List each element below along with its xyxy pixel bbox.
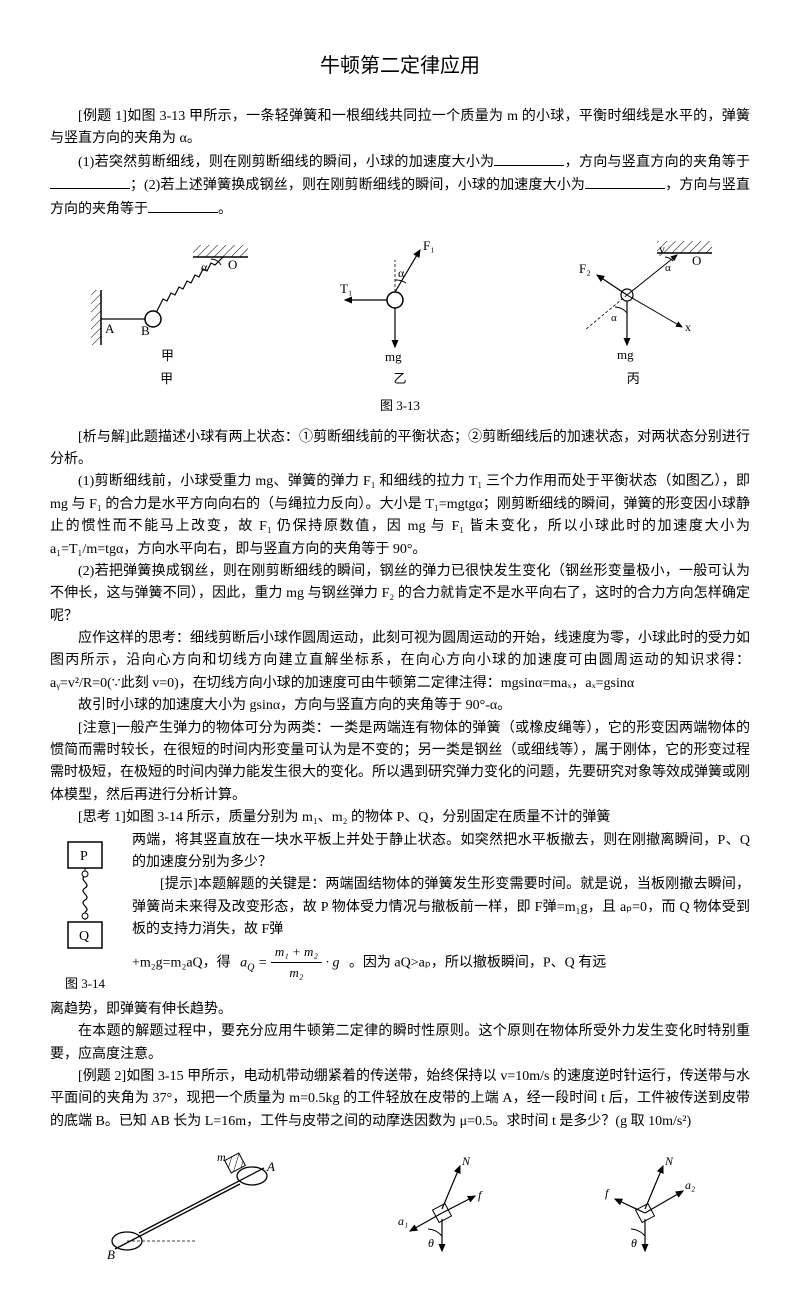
figure-3-14: P Q 图 3-14: [50, 834, 120, 995]
text-before-formula: +m₂g=m₂aQ，得: [132, 955, 231, 970]
figure-3-15-belt: m A B: [87, 1151, 307, 1261]
paragraph-analysis-intro: [析与解]此题描述小球有两上状态：①剪断细线前的平衡状态；②剪断细线后的加速状态…: [50, 427, 750, 472]
blank-3: [585, 174, 665, 189]
label-B-jia: B: [141, 323, 150, 338]
label-mg-yi: mg: [385, 349, 402, 364]
text-q1a: (1)若突然剪断细线，则在刚剪断细线的瞬间，小球的加速度大小为: [78, 155, 494, 170]
label-T1-yi: T₁: [340, 281, 352, 296]
paragraph-analysis-4: 故引时小球的加速度大小为 gsinα，方向与竖直方向的夹角等于 90°-α。: [50, 695, 750, 717]
label-A-jia: A: [105, 321, 115, 336]
text-q1c: ；(2)若上述弹簧换成钢丝，则在刚剪断细线的瞬间，小球的加速度大小为: [130, 178, 585, 193]
label-A-315: A: [266, 1159, 275, 1174]
formula-num: m₁ + m₂: [271, 942, 322, 964]
label-O-jia: O: [228, 257, 237, 272]
paragraph-example2: [例题 2]如图 3-15 甲所示，电动机带动绷紧着的传送带，始终保持以 v=1…: [50, 1066, 750, 1133]
blank-1: [494, 151, 564, 166]
paragraph-note: [注意]一般产生弹力的物体可分为两类：一类是两端连有物体的弹簧（或橡皮绳等），它…: [50, 718, 750, 808]
formula-eq: =: [254, 955, 270, 970]
formula-den: m₂: [271, 963, 322, 984]
label-theta2: θ: [631, 1236, 637, 1250]
caption-yi: 乙: [320, 369, 480, 390]
figure-3-15-fbd2: N a₂ f θ: [583, 1151, 713, 1261]
label-B-315: B: [107, 1247, 115, 1261]
label-mg-bing: mg: [617, 347, 634, 362]
paragraph-principle: 在本题的解题过程中，要充分应用牛顿第二定律的瞬时性原则。这个原则在物体所受外力发…: [50, 1021, 750, 1066]
figure-3-15-fbd1: N f a₁ θ: [380, 1151, 510, 1261]
figure-3-13-yi: F₁ T₁ mg α: [320, 235, 470, 365]
blank-4: [148, 198, 218, 213]
caption-3-13: 图 3-13: [50, 396, 750, 417]
page-title: 牛顿第二定律应用: [50, 50, 750, 82]
text-after-formula: 。因为 aQ>aₚ，所以撤板瞬间，P、Q 有远: [349, 955, 606, 970]
label-P-314: P: [80, 849, 88, 864]
paragraph-hint: [提示]本题解题的关键是：两端固结物体的弹簧发生形变需要时间。就是说，当板刚撤去…: [50, 874, 750, 941]
caption-3-14: 图 3-14: [50, 974, 120, 995]
text-q1b: ，方向与竖直方向的夹角等于: [564, 155, 750, 170]
caption-bing: 丙: [553, 369, 713, 390]
label-a1-315: a₁: [398, 1214, 408, 1228]
label-f2: f: [605, 1186, 610, 1200]
label-O-bing: O: [692, 253, 701, 268]
label-alpha-yi: α: [398, 266, 405, 280]
label-m-315: m: [217, 1151, 226, 1164]
caption-jia: 甲: [87, 369, 247, 390]
label-jia: 甲: [161, 348, 174, 363]
text-q1e: 。: [218, 202, 232, 217]
label-y-bing: y: [659, 242, 665, 256]
label-F1-yi: F₁: [423, 238, 435, 253]
label-N2: N: [664, 1154, 674, 1168]
label-x-bing: x: [685, 320, 691, 334]
label-alpha-bing1: α: [665, 262, 671, 274]
label-alpha-jia: α: [201, 260, 208, 274]
paragraph-example1-intro: [例题 1]如图 3-13 甲所示，一条轻弹簧和一根细线共同拉一个质量为 m 的…: [50, 106, 750, 151]
figure-row-3-13: O α A B 甲 F₁ T₁ mg α: [50, 235, 750, 365]
figure-row-3-15: m A B N f a₁ θ N a₂: [50, 1151, 750, 1261]
paragraph-trend: 离趋势，即弹簧有伸长趋势。: [50, 999, 750, 1021]
paragraph-analysis-3: 应作这样的思考：细线剪断后小球作圆周运动，此刻可视为圆周运动的开始，线速度为零，…: [50, 628, 750, 695]
label-a2-315: a₂: [685, 1178, 695, 1192]
formula-aQ: aQ = m₁ + m₂ m₂ · g: [240, 942, 339, 985]
label-F2-bing: F₂: [579, 261, 591, 276]
paragraph-think1-b: 两端，将其竖直放在一块水平板上并处于静止状态。如突然把水平板撤去，则在刚撤离瞬间…: [50, 830, 750, 875]
paragraph-formula-line: +m₂g=m₂aQ，得 aQ = m₁ + m₂ m₂ · g 。因为 aQ>a…: [50, 942, 750, 985]
formula-tail: · g: [325, 955, 339, 970]
figure-3-13-bing: O y F₂ x mg α α: [537, 235, 717, 365]
figure-3-13-captions: 甲 乙 丙: [50, 369, 750, 390]
figure-3-13-jia: O α A B 甲: [83, 235, 253, 365]
paragraph-blanks: (1)若突然剪断细线，则在刚剪断细线的瞬间，小球的加速度大小为 ，方向与竖直方向的…: [50, 151, 750, 221]
paragraph-analysis-2: (2)若把弹簧换成钢丝，则在刚剪断细线的瞬间，钢丝的弹力已很快发生变化（钢丝形变…: [50, 561, 750, 628]
label-alpha-bing2: α: [611, 312, 617, 324]
label-theta1: θ: [428, 1236, 434, 1250]
label-Q-314: Q: [79, 929, 89, 944]
paragraph-analysis-1: (1)剪断细线前，小球受重力 mg、弹簧的弹力 F₁ 和细线的拉力 T₁ 三个力…: [50, 471, 750, 561]
label-N1: N: [461, 1154, 471, 1168]
paragraph-think1-a: [思考 1]如图 3-14 所示，质量分别为 m₁、m₂ 的物体 P、Q，分别固…: [50, 807, 750, 829]
blank-2: [50, 174, 130, 189]
label-f1: f: [478, 1188, 483, 1202]
